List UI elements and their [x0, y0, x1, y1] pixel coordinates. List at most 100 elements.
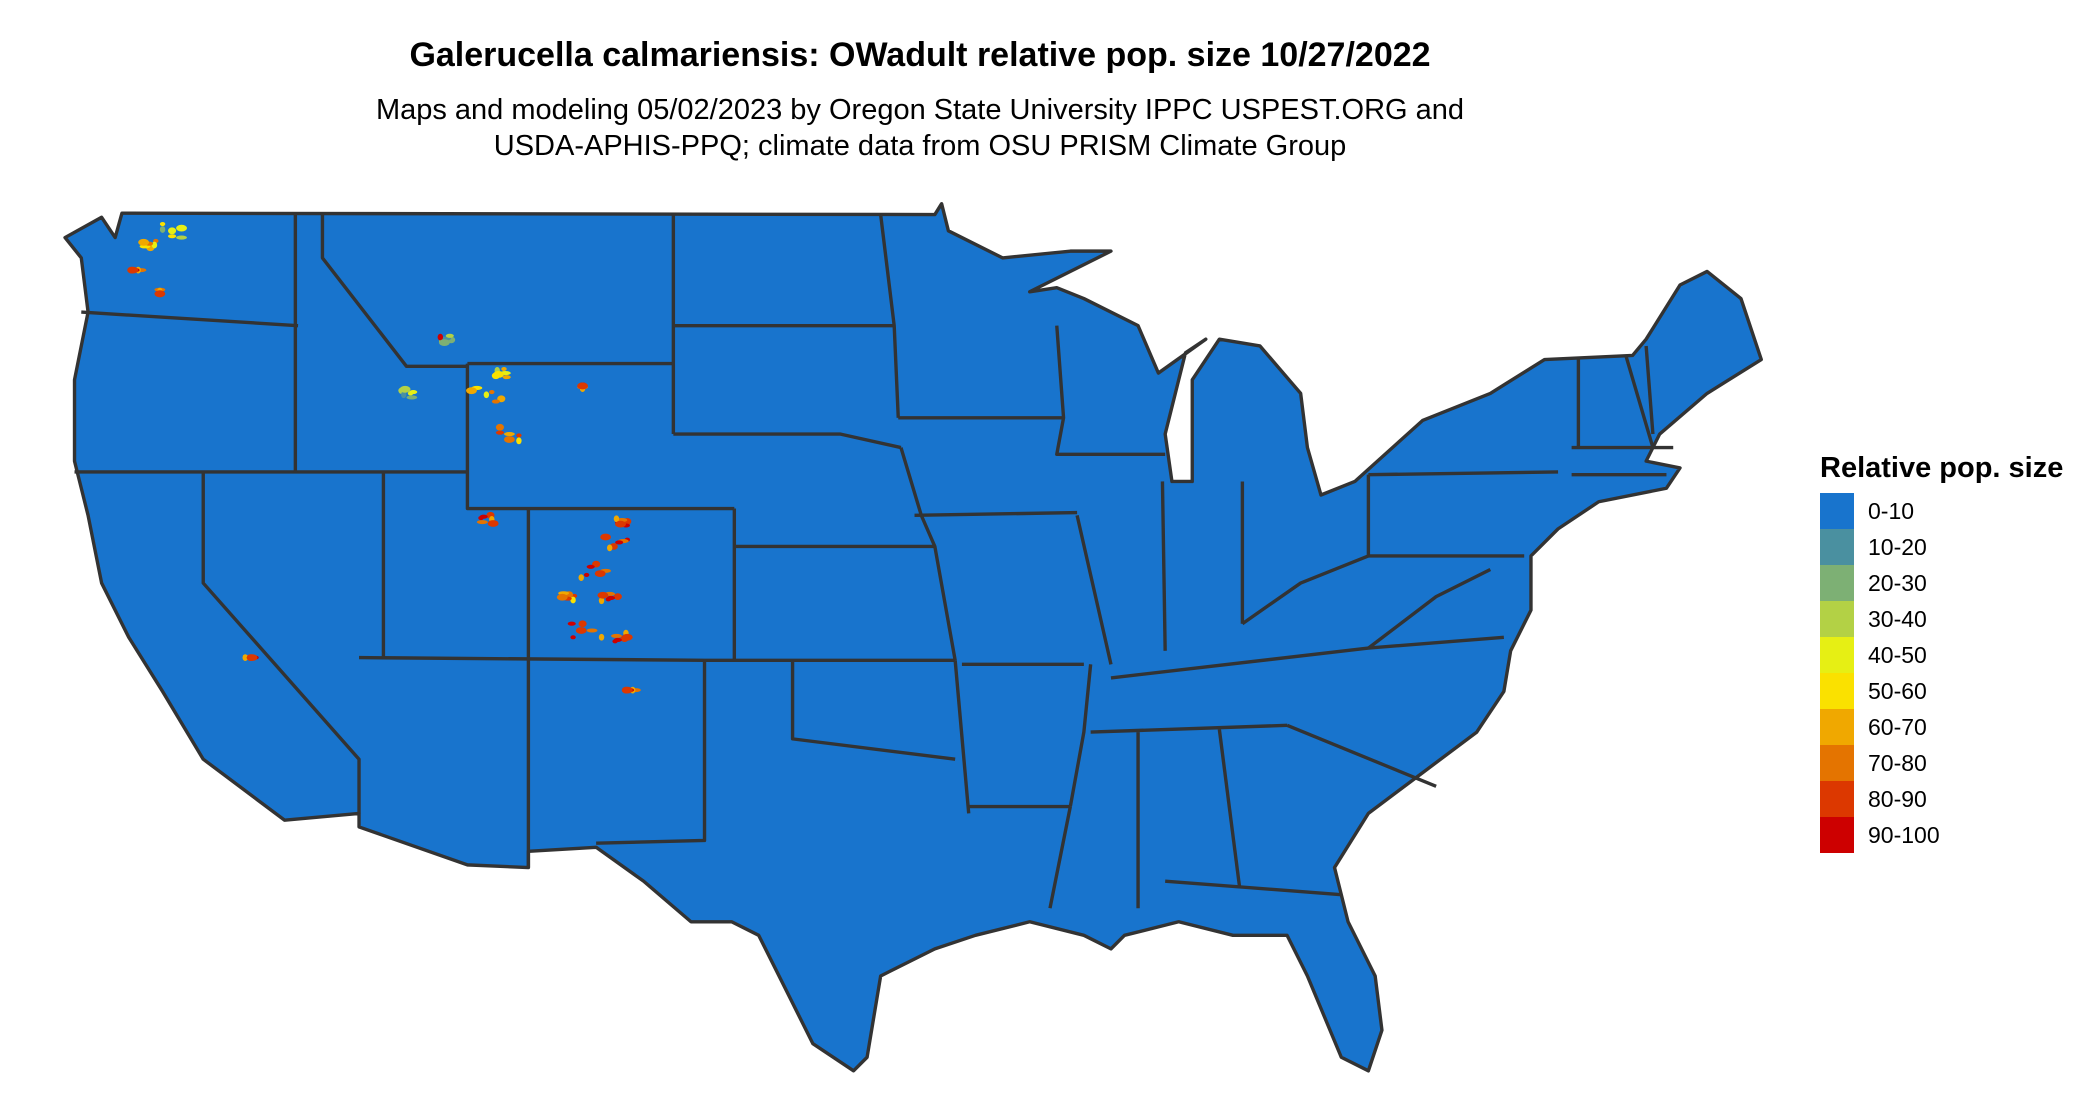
legend-label: 40-50 — [1868, 641, 1927, 668]
hotspot-mark — [594, 570, 606, 577]
legend-item: 50-60 — [1820, 673, 2063, 709]
hotspot-mark — [495, 423, 504, 431]
hotspot-mark — [597, 591, 609, 599]
legend-label: 70-80 — [1868, 749, 1927, 776]
state-border — [1367, 568, 1492, 650]
hotspots — [127, 222, 641, 694]
legend-swatch — [1820, 637, 1854, 673]
map-subtitle-line2: USDA-APHIS-PPQ; climate data from OSU PR… — [493, 130, 1347, 162]
legend-label: 50-60 — [1868, 677, 1927, 704]
legend-swatch — [1820, 493, 1854, 529]
hotspot-mark — [406, 395, 418, 400]
state-border — [1624, 354, 1655, 449]
hotspot-mark — [489, 390, 495, 395]
legend-item: 0-10 — [1820, 493, 2063, 529]
hotspot-mark — [586, 628, 598, 633]
hotspot-mark — [479, 514, 488, 519]
state-borders — [74, 213, 1674, 909]
state-border — [596, 660, 707, 845]
hotspot-mark — [159, 226, 166, 233]
state-border — [201, 471, 361, 814]
legend-title: Relative pop. size — [1820, 452, 2064, 484]
hotspot-mark — [176, 224, 187, 232]
hotspot-mark — [578, 620, 587, 628]
hotspot-mark — [504, 432, 515, 437]
legend-swatch — [1820, 781, 1854, 817]
hotspot-mark — [516, 437, 522, 445]
hotspot-mark — [598, 597, 605, 605]
legend-label: 0-10 — [1868, 497, 1915, 524]
legend-swatch — [1820, 529, 1854, 565]
hotspot-mark — [476, 520, 488, 525]
state-border — [1368, 470, 1559, 477]
state-border — [1241, 554, 1370, 626]
hotspot-mark — [151, 241, 158, 249]
legend-item: 80-90 — [1820, 781, 2063, 817]
legend-swatch — [1820, 565, 1854, 601]
state-border — [320, 213, 468, 368]
legend-swatch — [1820, 745, 1854, 781]
state-border — [1068, 664, 1093, 807]
state-border — [1090, 723, 1288, 734]
legend-label: 30-40 — [1868, 605, 1927, 632]
hotspot-mark — [466, 387, 477, 395]
hotspot-mark — [567, 621, 576, 626]
hotspot-mark — [621, 633, 633, 641]
state-border — [1644, 345, 1655, 435]
hotspot-mark — [598, 633, 605, 641]
state-border — [673, 432, 902, 450]
legend-item: 30-40 — [1820, 601, 2063, 637]
hotspot-mark — [438, 339, 450, 346]
hotspot-mark — [154, 290, 166, 298]
legend-swatch — [1820, 673, 1854, 709]
hotspot-mark — [516, 433, 522, 438]
hotspot-mark — [242, 654, 248, 661]
hotspot-mark — [399, 385, 411, 393]
hotspot-mark — [613, 515, 620, 523]
hotspot-mark — [578, 574, 584, 582]
hotspot-mark — [437, 333, 444, 341]
hotspot-mark — [502, 375, 511, 380]
legend-item: 20-30 — [1820, 565, 2063, 601]
hotspot-mark — [495, 430, 504, 435]
legend-item: 60-70 — [1820, 709, 2063, 745]
state-border — [1055, 325, 1166, 457]
hotspot-mark — [613, 637, 622, 642]
state-border — [1165, 879, 1342, 897]
hotspot-mark — [491, 399, 500, 404]
hotspot-mark — [176, 235, 187, 240]
state-border — [1286, 723, 1437, 788]
legend-item: 90-100 — [1820, 817, 2063, 853]
hotspot-mark — [246, 654, 258, 661]
legend-item: 70-80 — [1820, 745, 2063, 781]
state-border — [1160, 481, 1167, 651]
hotspot-mark — [621, 686, 633, 694]
legend-label: 90-100 — [1868, 821, 1940, 848]
us-outline — [63, 202, 1763, 1073]
hotspot-mark — [606, 544, 613, 552]
hotspot-mark — [570, 635, 576, 640]
legend-label: 10-20 — [1868, 533, 1927, 560]
legend-label: 80-90 — [1868, 785, 1927, 812]
hotspot-mark — [575, 627, 587, 634]
legend-item: 40-50 — [1820, 637, 2063, 673]
map-subtitle-line1: Maps and modeling 05/02/2023 by Oregon S… — [375, 94, 1465, 126]
hotspot-mark — [583, 572, 590, 577]
hotspot-mark — [138, 238, 150, 246]
hotspot-mark — [493, 371, 504, 378]
state-border — [81, 310, 299, 328]
hotspot-mark — [556, 593, 568, 601]
legend-label: 60-70 — [1868, 713, 1927, 740]
hotspot-mark — [409, 390, 418, 395]
state-border — [1110, 646, 1369, 680]
hotspot-mark — [570, 596, 576, 604]
state-border — [465, 363, 735, 511]
hotspot-mark — [401, 391, 407, 399]
legend: Relative pop. size 0-10 10-20 20-30 30-40 40… — [1820, 452, 2063, 853]
legend-item: 10-20 — [1820, 529, 2063, 565]
state-border — [878, 214, 900, 418]
hotspot-mark — [168, 227, 177, 235]
hotspot-mark — [501, 366, 507, 372]
state-border — [953, 660, 971, 814]
